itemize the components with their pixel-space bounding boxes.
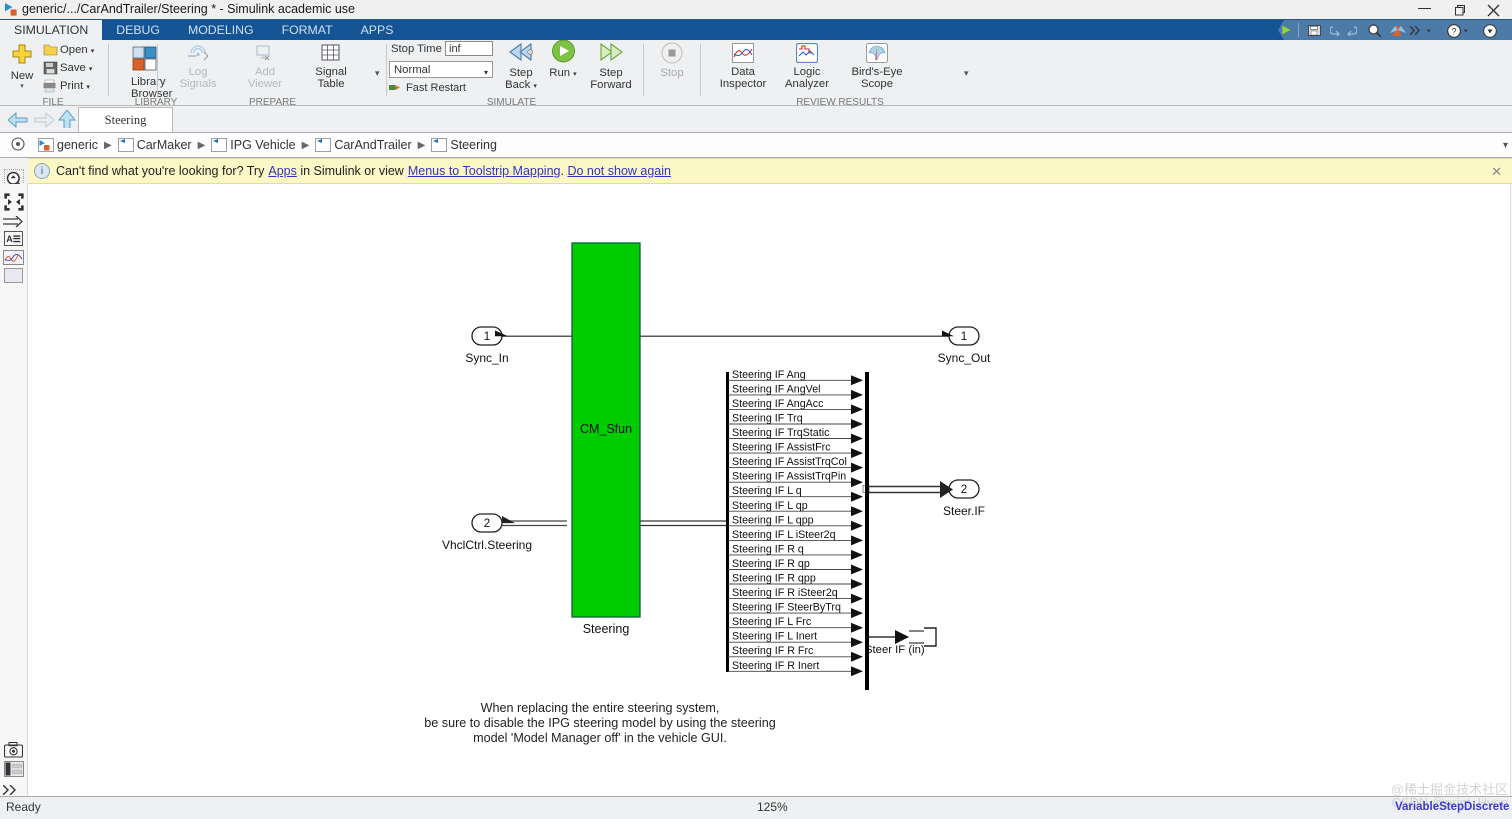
svg-text:Steering IF L iSteer2q: Steering IF L iSteer2q [732, 529, 836, 541]
svg-text:Steering IF R q: Steering IF R q [732, 543, 804, 555]
svg-text:Steering IF L qp: Steering IF L qp [732, 500, 808, 512]
svg-text:Steering IF AssistFrc: Steering IF AssistFrc [732, 442, 831, 454]
svg-text:Steering IF R Frc: Steering IF R Frc [732, 645, 814, 657]
svg-text:Steering IF L q: Steering IF L q [732, 485, 802, 497]
svg-text:Steer.IF: Steer.IF [943, 504, 985, 518]
svg-text:Steer IF (in): Steer IF (in) [865, 644, 925, 656]
svg-text:Steering IF L qpp: Steering IF L qpp [732, 514, 814, 526]
svg-text:CM_Sfun: CM_Sfun [580, 422, 632, 436]
svg-text:Steering IF R qpp: Steering IF R qpp [732, 573, 816, 585]
svg-text:Steering IF AngVel: Steering IF AngVel [732, 383, 821, 395]
svg-text:Steering IF L Frc: Steering IF L Frc [732, 616, 812, 628]
svg-text:Steering IF Ang: Steering IF Ang [732, 369, 806, 381]
svg-text:Steering IF AssistTrqCol: Steering IF AssistTrqCol [732, 456, 847, 468]
svg-text:Steering IF R Inert: Steering IF R Inert [732, 660, 819, 672]
svg-text:2: 2 [484, 518, 490, 530]
svg-text:Steering IF SteerByTrq: Steering IF SteerByTrq [732, 602, 841, 614]
svg-text:Steering IF L Inert: Steering IF L Inert [732, 631, 817, 643]
svg-text:Steering: Steering [583, 622, 630, 636]
svg-text:Sync_In: Sync_In [465, 351, 508, 365]
svg-text:Steering IF Trq: Steering IF Trq [732, 413, 803, 425]
svg-text:Steering IF AngAcc: Steering IF AngAcc [732, 398, 824, 410]
svg-text:Steering IF AssistTrqPin: Steering IF AssistTrqPin [732, 471, 846, 483]
svg-text:Sync_Out: Sync_Out [938, 351, 991, 365]
svg-text:Steering IF TrqStatic: Steering IF TrqStatic [732, 427, 830, 439]
svg-text:1: 1 [484, 331, 490, 343]
svg-text:1: 1 [961, 331, 967, 343]
svg-text:2: 2 [961, 484, 967, 496]
svg-text:?: ? [1451, 27, 1456, 37]
svg-text:Steering IF R qp: Steering IF R qp [732, 558, 810, 570]
svg-text:Steering IF R iSteer2q: Steering IF R iSteer2q [732, 587, 838, 599]
svg-text:VhclCtrl.Steering: VhclCtrl.Steering [442, 538, 532, 552]
